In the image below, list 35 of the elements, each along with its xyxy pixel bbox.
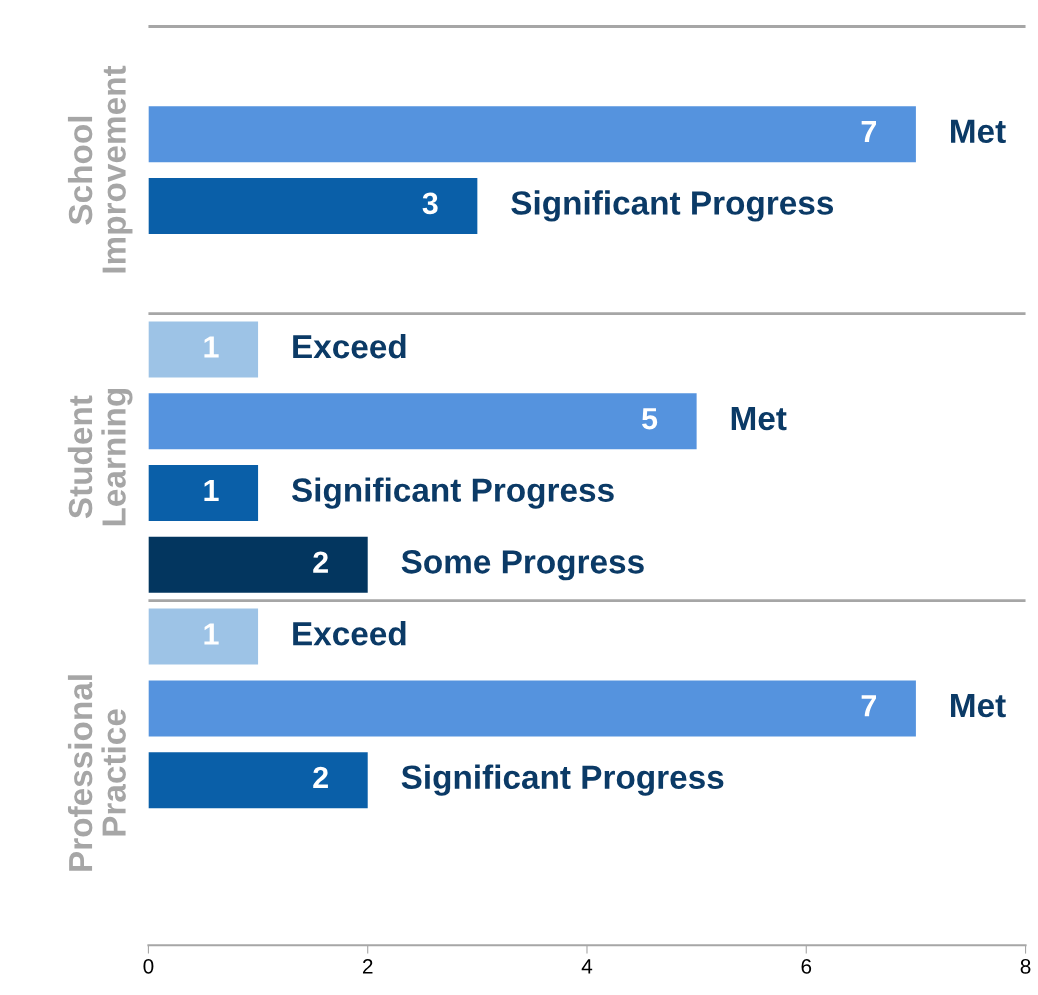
text: School Improvement: [67, 65, 133, 273]
y-tick-label: Exceed: [293, 333, 406, 359]
bar: [148, 106, 916, 163]
bar: [148, 465, 259, 522]
bar: [148, 321, 259, 378]
y-tick-label: Some Progress: [401, 550, 644, 581]
y-tick-label: Exceed: [293, 621, 406, 646]
bar: [148, 680, 916, 737]
x-tick-label: 8: [1020, 958, 1031, 974]
data-label: 2: [313, 551, 328, 573]
text: Professional Practice: [67, 675, 126, 871]
y-tick-label: Significant Progress: [291, 477, 614, 509]
y-tick-label: Met: [951, 694, 1006, 718]
data-label: 1: [204, 623, 219, 645]
y-tick-label: Met: [951, 119, 1006, 144]
data-label: 7: [861, 121, 876, 143]
text: Student Learning: [67, 389, 133, 526]
data-label: 7: [861, 695, 876, 717]
x-tick-label: 0: [143, 958, 154, 974]
x-tick-label: 4: [581, 959, 593, 974]
data-label: 1: [204, 479, 219, 501]
data-label: 5: [642, 408, 658, 430]
bar: [148, 177, 478, 234]
x-tick-label: 2: [362, 958, 373, 974]
bar: [148, 536, 368, 593]
y-tick-label: Significant Progress: [401, 764, 724, 796]
bar: [148, 393, 697, 450]
data-label: 1: [204, 336, 219, 358]
data-label: 3: [422, 192, 438, 215]
data-label: 2: [313, 766, 328, 789]
y-tick-label: Met: [731, 406, 787, 431]
x-tick-label: 6: [801, 958, 812, 974]
bar: [148, 608, 259, 665]
bar: [148, 752, 368, 809]
y-tick-label: Significant Progress: [511, 190, 834, 222]
